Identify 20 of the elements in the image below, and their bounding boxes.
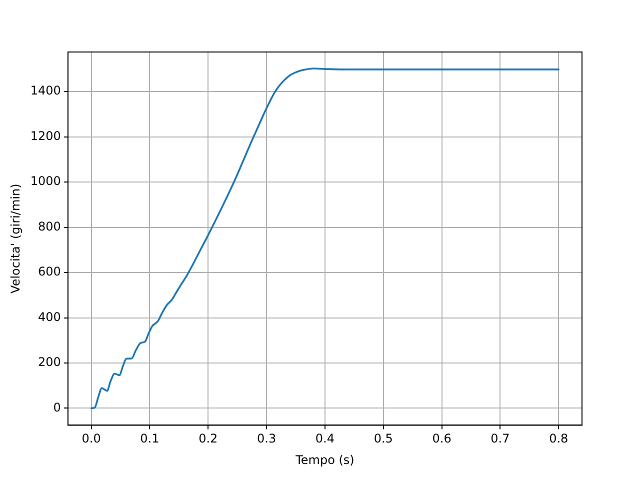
y-tick-label: 400 bbox=[38, 310, 61, 324]
y-tick-label: 200 bbox=[38, 355, 61, 370]
y-tick-label: 0 bbox=[53, 400, 61, 414]
y-tick-label: 800 bbox=[38, 219, 61, 234]
y-tick-label: 1200 bbox=[30, 128, 61, 143]
x-tick-label: 0.4 bbox=[315, 432, 335, 446]
x-tick-label: 0.1 bbox=[140, 432, 160, 446]
x-tick-label: 0.7 bbox=[490, 432, 510, 446]
x-tick-label: 0.2 bbox=[198, 432, 218, 446]
line-series bbox=[90, 68, 560, 410]
y-axis-title: Velocita' (giri/min) bbox=[8, 184, 22, 294]
x-tick-label: 0.8 bbox=[549, 432, 568, 446]
x-tick-label: 0.6 bbox=[432, 432, 452, 446]
x-tick-label: 0.5 bbox=[374, 432, 393, 446]
x-tick-label: 0.0 bbox=[82, 432, 101, 446]
y-tick-label: 1400 bbox=[30, 84, 61, 98]
y-tick-label: 1000 bbox=[30, 174, 61, 188]
y-tick-label: 600 bbox=[38, 264, 61, 279]
x-tick-label: 0.3 bbox=[257, 432, 276, 446]
x-axis-title: Tempo (s) bbox=[294, 452, 354, 467]
